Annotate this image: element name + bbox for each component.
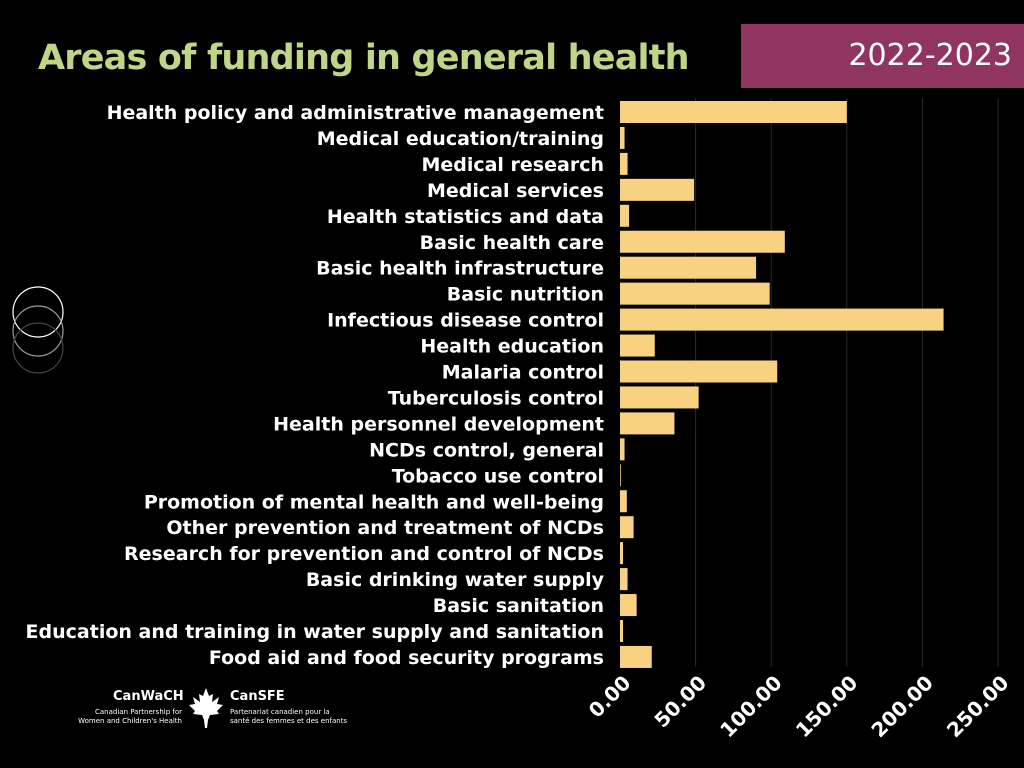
gridlines bbox=[695, 98, 999, 667]
logo-canwach-subtitle: Canadian Partnership for Women and Childr… bbox=[78, 708, 182, 725]
category-label: Promotion of mental health and well-bein… bbox=[144, 491, 604, 513]
bar bbox=[620, 490, 627, 513]
bar bbox=[620, 256, 757, 279]
category-label: Health statistics and data bbox=[327, 206, 604, 228]
category-label: NCDs control, general bbox=[369, 439, 604, 461]
category-label: Research for prevention and control of N… bbox=[124, 543, 604, 565]
x-tick-label: 50.00 bbox=[649, 671, 711, 733]
logo-canwach: CanWaCH bbox=[113, 689, 184, 704]
category-label: Tuberculosis control bbox=[388, 387, 604, 409]
bar bbox=[620, 516, 634, 539]
category-label: Malaria control bbox=[442, 362, 604, 384]
category-label: Basic sanitation bbox=[433, 595, 604, 617]
category-label: Food aid and food security programs bbox=[209, 647, 604, 669]
category-label: Infectious disease control bbox=[327, 310, 604, 332]
decorative-rings-icon bbox=[12, 286, 64, 374]
bar bbox=[620, 464, 621, 487]
bar bbox=[620, 645, 652, 668]
partner-logo: CanWaCH Canadian Partnership for Women an… bbox=[78, 686, 368, 734]
category-label: Health personnel development bbox=[273, 413, 604, 435]
bar bbox=[620, 412, 675, 435]
year-label: 2022-2023 bbox=[848, 38, 1012, 73]
x-tick-label: 250.00 bbox=[942, 671, 1014, 743]
category-label: Medical education/training bbox=[317, 128, 604, 150]
bar bbox=[620, 568, 628, 591]
year-badge: 2022-2023 bbox=[741, 24, 1024, 88]
bar bbox=[620, 178, 695, 201]
logo-cansfe-subtitle: Partenariat canadien pour la santé des fe… bbox=[230, 708, 348, 725]
bar bbox=[620, 542, 624, 565]
bar bbox=[620, 360, 778, 383]
bar bbox=[620, 204, 630, 227]
x-tick-label: 0.00 bbox=[584, 671, 636, 723]
bar bbox=[620, 152, 628, 175]
bar bbox=[620, 126, 625, 149]
category-label: Education and training in water supply a… bbox=[26, 621, 604, 643]
bars bbox=[620, 101, 944, 668]
category-label: Basic drinking water supply bbox=[306, 569, 605, 591]
bar bbox=[620, 334, 655, 357]
category-label: Health policy and administrative managem… bbox=[107, 102, 604, 124]
category-label: Medical services bbox=[427, 180, 604, 202]
bar bbox=[620, 101, 847, 123]
category-label: Health education bbox=[420, 336, 604, 358]
bar bbox=[620, 438, 625, 461]
bar bbox=[620, 386, 699, 409]
category-labels: Health policy and administrative managem… bbox=[26, 102, 605, 669]
x-tick-label: 150.00 bbox=[791, 671, 863, 743]
category-label: Tobacco use control bbox=[392, 465, 604, 487]
category-label: Other prevention and treatment of NCDs bbox=[166, 517, 604, 539]
bar bbox=[620, 282, 770, 305]
chart-title: Areas of funding in general health bbox=[38, 38, 690, 78]
bar bbox=[620, 594, 637, 617]
maple-leaf-icon bbox=[189, 688, 223, 728]
category-label: Medical research bbox=[421, 154, 604, 176]
x-tick-label: 100.00 bbox=[715, 671, 787, 743]
category-label: Basic health care bbox=[420, 232, 604, 254]
x-tick-label: 200.00 bbox=[866, 671, 938, 743]
logo-cansfe: CanSFE bbox=[230, 689, 285, 704]
x-tick-labels: 0.00 50.00 100.00 150.00 200.00 250.00 bbox=[584, 671, 1014, 743]
bar bbox=[620, 230, 785, 253]
bar bbox=[620, 620, 624, 642]
category-label: Basic nutrition bbox=[447, 284, 604, 306]
bar bbox=[620, 308, 944, 331]
category-label: Basic health infrastructure bbox=[316, 258, 604, 280]
